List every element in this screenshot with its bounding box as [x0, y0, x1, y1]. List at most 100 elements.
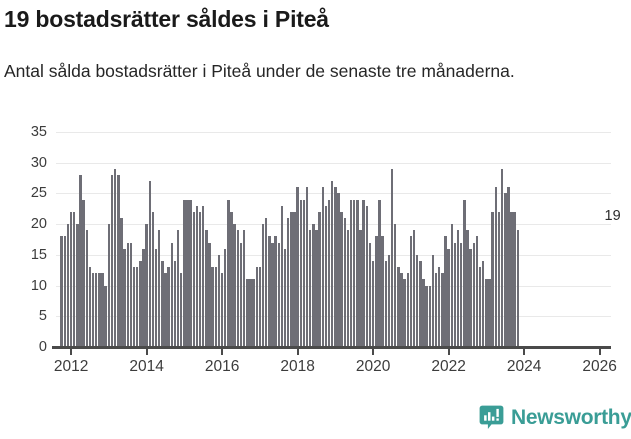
bar — [318, 211, 321, 347]
bar — [164, 273, 167, 347]
y-axis-tick-label: 20 — [30, 216, 47, 233]
gridline — [56, 316, 611, 318]
newsworthy-wordmark: Newsworthy — [511, 405, 631, 429]
x-axis-tick — [523, 346, 526, 355]
bar — [299, 199, 302, 347]
bar — [258, 267, 262, 347]
gridline — [56, 193, 611, 195]
bar — [321, 187, 325, 347]
bar — [60, 236, 63, 347]
bar — [205, 230, 208, 347]
bar — [387, 254, 391, 347]
bar — [497, 211, 501, 347]
bar — [331, 181, 334, 347]
bar — [123, 248, 126, 347]
gridline — [56, 224, 611, 226]
bar — [274, 236, 277, 347]
bar — [500, 168, 504, 347]
bar — [434, 273, 438, 347]
bar — [120, 218, 123, 347]
bar — [69, 211, 73, 347]
y-axis-tick-label: 5 — [38, 308, 47, 325]
bar — [227, 199, 230, 347]
bar — [280, 205, 284, 347]
bar — [356, 199, 359, 347]
gridline — [56, 162, 611, 164]
page-subtitle: Antal sålda bostadsrätter i Piteå under … — [4, 61, 515, 81]
bar — [242, 230, 246, 347]
bar — [98, 273, 101, 347]
newsworthy-logo[interactable]: Newsworthy — [479, 405, 631, 430]
y-axis-tick-label: 35 — [30, 124, 47, 140]
bar — [161, 261, 164, 347]
bar — [384, 261, 387, 347]
bar — [312, 224, 315, 347]
bar — [349, 199, 353, 347]
bar — [198, 211, 202, 347]
bar — [513, 211, 516, 347]
plot-area — [56, 132, 611, 347]
gridline — [56, 254, 611, 256]
bar-series — [56, 132, 611, 347]
bar — [176, 230, 180, 347]
bar — [73, 211, 76, 347]
bar — [412, 230, 416, 347]
page-title: 19 bostadsrätter såldes i Piteå — [4, 6, 329, 32]
gridline — [56, 285, 611, 287]
bar — [66, 224, 70, 347]
y-axis-tick-label: 25 — [30, 185, 47, 202]
bar — [397, 267, 400, 347]
bar — [173, 261, 177, 347]
bar — [132, 267, 136, 347]
bar — [337, 193, 340, 347]
bar — [264, 218, 268, 347]
bar — [403, 279, 406, 347]
bar — [293, 211, 296, 347]
bar — [151, 211, 155, 347]
bar — [359, 230, 362, 347]
bar — [463, 199, 466, 347]
bar — [283, 248, 287, 347]
bar — [422, 279, 425, 347]
x-axis-tick — [447, 346, 450, 355]
bar — [154, 248, 158, 347]
x-axis-tick-label: 2016 — [204, 358, 240, 375]
bar — [447, 248, 450, 347]
bar — [437, 267, 441, 347]
bar — [324, 205, 328, 347]
bar — [236, 230, 240, 347]
bar — [371, 261, 375, 347]
bar — [252, 279, 255, 347]
bar — [224, 248, 227, 347]
highlight-value-label: 19 — [604, 208, 621, 225]
bar — [142, 248, 145, 347]
x-axis-tick-label: 2026 — [582, 358, 617, 375]
bar — [504, 193, 507, 347]
x-axis-tick — [296, 346, 299, 355]
bar — [415, 254, 419, 347]
bar — [220, 273, 224, 347]
y-axis-tick-label: 15 — [30, 246, 47, 263]
bar — [211, 267, 214, 347]
bar — [88, 267, 92, 347]
bar — [129, 242, 133, 347]
bar — [491, 211, 494, 347]
newsworthy-bar-bubble-icon — [479, 405, 504, 430]
bar — [488, 279, 491, 347]
bar — [290, 211, 293, 347]
bar — [286, 218, 290, 347]
bar — [113, 168, 117, 347]
bar — [308, 230, 312, 347]
bar — [507, 187, 510, 347]
bar — [400, 273, 403, 347]
bar — [126, 242, 129, 347]
x-axis-tick — [70, 346, 73, 355]
bar — [469, 248, 472, 347]
bar — [233, 224, 236, 347]
bar — [277, 242, 280, 347]
bar — [135, 267, 139, 347]
x-axis-tick — [145, 346, 148, 355]
x-axis-tick — [372, 346, 375, 355]
bar — [271, 242, 274, 347]
